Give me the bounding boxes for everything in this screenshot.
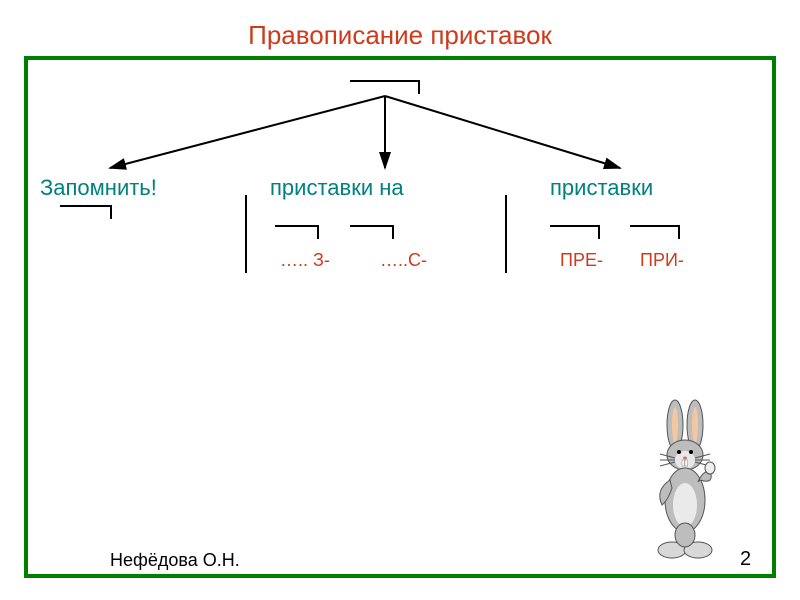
bracket-s [350, 225, 394, 239]
node-remember: Запомнить! [40, 175, 157, 201]
bracket-pre [550, 225, 600, 239]
bracket-remember [60, 205, 112, 219]
vline-2 [505, 195, 507, 273]
slide: Правописание приставок Запомнить! приста… [0, 0, 800, 600]
footer-page: 2 [740, 548, 751, 571]
vline-1 [245, 195, 247, 273]
node-pri: ПРИ- [640, 250, 684, 271]
node-z: ….. З- [280, 250, 330, 271]
node-prefixes: приставки [550, 175, 653, 201]
node-pre: ПРЕ- [560, 250, 603, 271]
bracket-pri [630, 225, 680, 239]
node-s: …..С- [380, 250, 427, 271]
rabbit-icon [640, 400, 740, 570]
footer-author: Нефёдова О.Н. [110, 550, 240, 571]
bracket-z [275, 225, 319, 239]
node-prefixes-on: приставки на [270, 175, 404, 201]
